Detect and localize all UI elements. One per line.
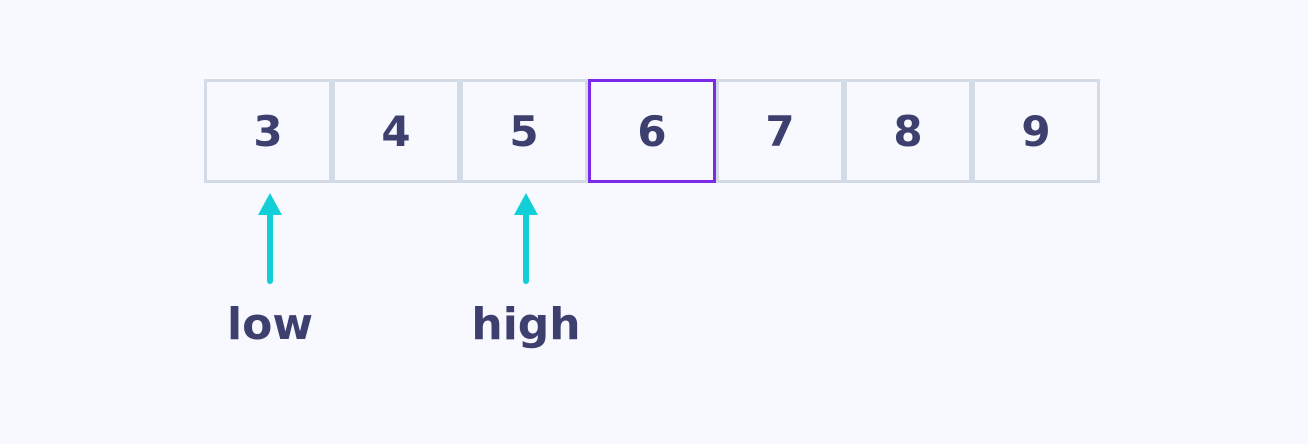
low-pointer: low: [210, 191, 330, 347]
high-pointer: high: [466, 191, 586, 347]
array: 3 4 5 6 7 8 9: [204, 79, 1103, 183]
array-cell-4: 7: [716, 79, 844, 183]
array-cell-3-highlighted: 6: [588, 79, 716, 183]
array-cell-5: 8: [844, 79, 972, 183]
array-cell-0: 3: [204, 79, 332, 183]
high-label: high: [471, 299, 581, 350]
up-arrow-icon: [258, 193, 282, 284]
array-cell-6: 9: [972, 79, 1100, 183]
array-cell-1: 4: [332, 79, 460, 183]
array-cell-2: 5: [460, 79, 588, 183]
up-arrow-icon: [514, 193, 538, 284]
low-label: low: [227, 299, 313, 350]
